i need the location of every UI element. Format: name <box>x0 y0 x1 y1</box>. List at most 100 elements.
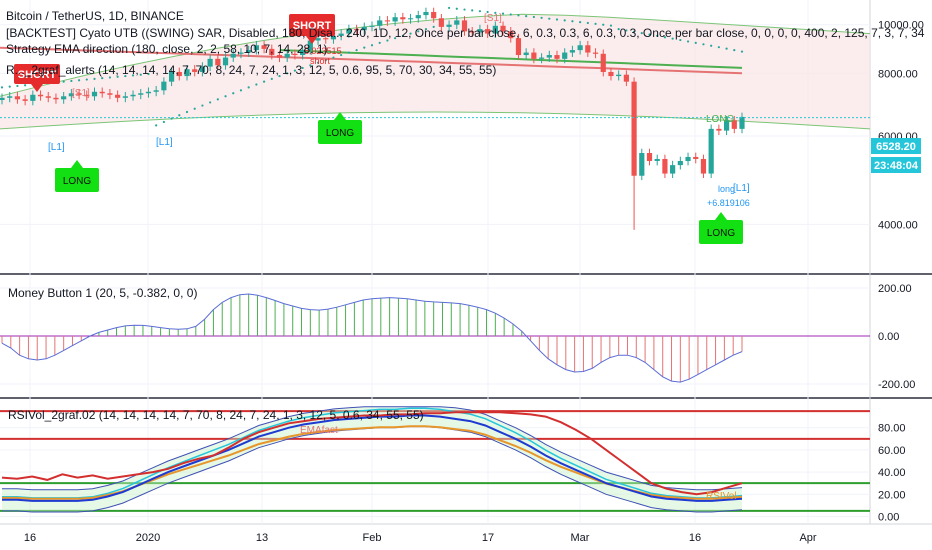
indicator-1-label[interactable]: [BACKTEST] Cyato UTB ((SWING) SAR, Disab… <box>6 26 925 40</box>
l1-label-c: [L1] <box>733 183 750 194</box>
candle-body <box>22 99 28 101</box>
main-price-pane[interactable] <box>0 6 871 230</box>
time-tick: 16 <box>689 532 701 544</box>
short-value-label: short <box>310 56 331 66</box>
main-price-tick: 8000.00 <box>878 68 918 80</box>
chart-title[interactable]: Bitcoin / TetherUS, 1D, BINANCE <box>6 9 184 23</box>
candle-body <box>677 161 683 166</box>
candle-body <box>546 55 552 58</box>
sar-dot <box>501 12 505 15</box>
candle-body <box>168 71 175 82</box>
candle-body <box>284 53 290 58</box>
candle-body <box>207 58 213 67</box>
sar-dot <box>609 24 613 27</box>
candle-body <box>423 11 429 16</box>
candle-body <box>646 153 653 162</box>
long-value-label: long <box>718 184 735 194</box>
rsivol-line <box>2 414 743 502</box>
sar-dots <box>0 6 744 127</box>
candle-body <box>446 24 452 27</box>
sar-dot <box>625 29 628 32</box>
rsivol-pane[interactable] <box>0 406 870 513</box>
candle-body <box>222 57 229 66</box>
candle-body <box>330 35 337 40</box>
candle-body <box>122 96 128 98</box>
indicator-2-label[interactable]: Strategy EMA direction (180, close, 2, 2… <box>6 42 328 56</box>
sar-dot <box>124 74 127 78</box>
candle-body <box>723 120 730 131</box>
candle-body <box>315 38 321 41</box>
candle-body <box>238 52 244 54</box>
sar-dot <box>286 72 289 75</box>
candle-body <box>631 81 637 176</box>
candle-body <box>84 94 90 97</box>
ema-band-upper <box>0 13 871 97</box>
money-button-axis[interactable]: 200.00 0.00 -200.00 <box>878 283 915 391</box>
money-button-pane[interactable] <box>0 293 870 383</box>
long-marker-2[interactable]: LONG <box>318 112 362 144</box>
sar-dot <box>563 19 566 22</box>
candle-body <box>138 93 144 95</box>
time-axis[interactable]: 16 2020 13 Feb 17 Mar 16 Apr <box>24 532 817 544</box>
sar-dot <box>471 9 474 12</box>
candle-body <box>0 97 5 100</box>
sar-dot <box>663 36 667 39</box>
candles <box>0 7 745 230</box>
main-price-tick: 4000.00 <box>878 219 918 231</box>
s1-label-a: [S1] <box>72 88 90 99</box>
long-value: +6.819106 <box>707 198 750 208</box>
candle-body <box>639 153 645 176</box>
sar-dot <box>679 38 682 42</box>
short-marker-1[interactable]: SHORT <box>14 64 60 92</box>
rsivol-band-upper <box>2 406 743 491</box>
money-button-label[interactable]: Money Button 1 (20, 5, -0.382, 0, 0) <box>8 286 197 300</box>
countdown-badge: 23:48:04 <box>871 157 921 173</box>
last-price-badge: 6528.20 <box>871 138 921 154</box>
sar-dot <box>193 107 196 110</box>
candle-body <box>361 26 367 31</box>
time-tick: Feb <box>363 532 382 544</box>
sar-dot <box>24 84 27 87</box>
long-marker-3[interactable]: LONG <box>699 212 743 244</box>
short-value: 5.023515 <box>304 46 342 56</box>
rsivol-axis[interactable]: 0.00 20.00 40.00 60.00 80.00 <box>878 423 906 524</box>
candle-body <box>192 69 198 72</box>
candle-body <box>670 165 676 174</box>
candle-body <box>230 53 236 58</box>
sar-dot <box>548 17 551 20</box>
money-button-line <box>1 293 743 383</box>
candle-body <box>7 96 13 98</box>
time-tick: 17 <box>482 532 494 544</box>
candle-body <box>685 156 691 162</box>
sar-dot <box>494 11 497 14</box>
indicator-3-label[interactable]: R..._2graf_alerts (14, 14, 14, 14, 7, 70… <box>6 63 496 77</box>
candle-body <box>508 31 514 39</box>
candle-body <box>492 25 498 34</box>
time-tick: 2020 <box>136 532 160 544</box>
sar-dot <box>725 47 728 50</box>
sar-dot <box>316 61 320 64</box>
sar-dot <box>347 51 350 54</box>
candle-body <box>392 17 398 22</box>
sar-dot <box>478 10 482 13</box>
long-marker-1[interactable]: LONG <box>55 160 99 192</box>
candle-body <box>562 52 568 59</box>
countdown-value: 23:48:04 <box>874 160 919 172</box>
sar-dot <box>586 21 589 25</box>
candle-body <box>14 96 21 100</box>
candle-body <box>346 29 352 34</box>
candle-body <box>569 50 576 53</box>
candle-body <box>176 71 182 77</box>
sar-dot <box>378 41 381 44</box>
sar-dot <box>178 114 181 117</box>
candle-body <box>415 15 421 19</box>
sar-dot <box>455 7 458 10</box>
rsivol-label[interactable]: RSIVol_2graf.02 (14, 14, 14, 14, 7, 70, … <box>8 408 424 422</box>
candle-body <box>130 94 136 97</box>
candle-body <box>600 53 606 72</box>
emafast-series-label: EMAfast <box>300 425 338 436</box>
candle-body <box>276 55 283 58</box>
sar-dot <box>185 110 189 114</box>
short-marker-2[interactable]: SHORT <box>289 14 335 44</box>
